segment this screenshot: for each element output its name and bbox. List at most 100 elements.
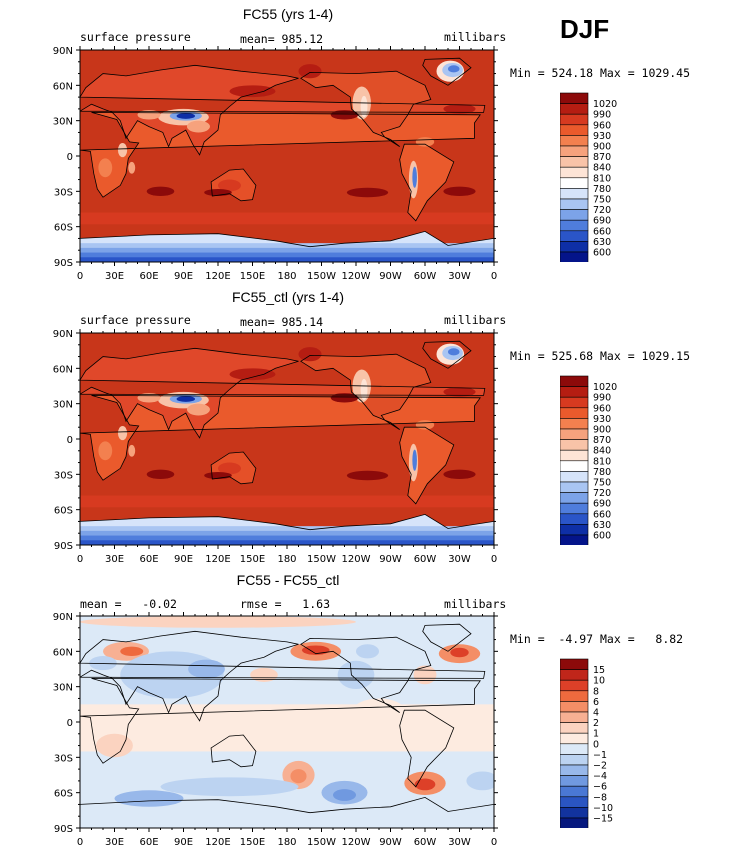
colorbar-label: 6 (593, 697, 599, 708)
lon-tick-label: 90W (379, 554, 402, 565)
colorbar-box (560, 135, 589, 147)
colorbar-box (560, 817, 589, 828)
colorbar-box (560, 219, 589, 232)
lat-tick-label: 0 (67, 435, 73, 446)
colorbar-label: 15 (593, 665, 605, 676)
s_america-coastline (399, 143, 455, 222)
colorbar-box (560, 701, 589, 713)
difference-contour (96, 733, 133, 758)
colorbar-box (560, 764, 589, 776)
difference-contour (80, 616, 356, 628)
colorbar-label: −8 (593, 792, 607, 803)
map-field (80, 333, 494, 545)
lat-tick-label: 60N (53, 364, 73, 375)
season-label: DJF (560, 14, 610, 44)
lat-tick-label: 30N (53, 683, 73, 694)
southern-ocean-band (80, 495, 494, 508)
panel-2-min-max-label: Min = 525.68 Max = 1029.15 (510, 349, 691, 363)
colorbar-label: 900 (593, 425, 611, 436)
map-field (80, 616, 494, 828)
lon-tick-label: 120W (342, 271, 371, 282)
difference-contour (188, 659, 225, 679)
colorbar-label: 750 (593, 195, 611, 206)
colorbar-box (560, 743, 589, 755)
colorbar-label: 990 (593, 110, 611, 121)
pressure-contour (146, 469, 175, 480)
map-field (80, 50, 494, 262)
lon-tick-label: 30W (448, 271, 471, 282)
n_america-coastline (300, 70, 432, 147)
antarctica-pressure-band (80, 535, 494, 545)
pressure-contour (443, 469, 476, 480)
panel-1-variable-label: surface pressure (80, 30, 191, 44)
lon-tick-label: 0 (77, 554, 83, 565)
colorbar-label: 750 (593, 478, 611, 489)
panel-1-title: FC55 (yrs 1-4) (242, 6, 334, 22)
lon-tick-label: 30W (448, 554, 471, 565)
colorbar-label: 780 (593, 467, 611, 478)
panel-3-title: FC55 - FC55_ctl (236, 572, 340, 588)
colorbar-label: −1 (593, 750, 607, 761)
colorbar-box (560, 177, 589, 189)
difference-contour (333, 789, 356, 801)
tropical-band (80, 704, 494, 752)
colorbar-box (560, 145, 589, 157)
antarctica-coastline (80, 796, 494, 828)
lat-tick-label: 90N (53, 46, 73, 57)
pressure-contour (117, 143, 128, 158)
colorbar-box (560, 251, 589, 262)
colorbar-box (560, 230, 589, 242)
colorbar-box (560, 754, 589, 766)
colorbar-box (560, 513, 589, 525)
panel-2-map: 90N 60N 30N 0 30S 60S 90S 0 30E 60E 90E 120E 150E 180… (53, 329, 498, 565)
panel-3-map: 90N 60N 30N 0 30S 60S 90S 0 30E 60E 90E 120E 150E 180… (53, 612, 498, 848)
lon-tick-label: 0 (491, 271, 497, 282)
pressure-contour (443, 387, 476, 397)
lat-tick-label: 90N (53, 612, 73, 623)
lat-tick-label: 90S (54, 541, 73, 552)
lon-tick-label: 30E (105, 271, 124, 282)
pressure-contour (218, 462, 241, 475)
lon-tick-label: 150W (307, 271, 336, 282)
colorbar-box (560, 198, 589, 210)
pressure-contour (128, 161, 136, 174)
lon-tick-label: 150E (240, 271, 265, 282)
difference-contour (337, 660, 375, 690)
lon-tick-label: 30E (105, 837, 124, 848)
lon-tick-label: 60E (139, 554, 158, 565)
difference-contour (160, 777, 299, 797)
australia-coastline (210, 451, 257, 485)
colorbar-box (560, 428, 589, 440)
lon-tick-label: 150E (240, 554, 265, 565)
pressure-contour (412, 166, 417, 188)
pressure-contour (146, 186, 175, 197)
lon-tick-label: 60W (414, 837, 437, 848)
colorbar-label: 720 (593, 205, 611, 216)
pressure-contour (412, 449, 417, 471)
lon-tick-label: 60W (414, 554, 437, 565)
n_america-coastline (300, 636, 432, 713)
lon-tick-label: 0 (77, 837, 83, 848)
pressure-contour (186, 120, 210, 133)
colorbar-label: 630 (593, 520, 611, 531)
colorbar-label: 4 (593, 708, 599, 719)
lon-tick-label: 150E (240, 837, 265, 848)
panel-3-units-label: millibars (444, 597, 507, 611)
pressure-contour (415, 420, 435, 430)
colorbar-label: 1 (593, 729, 599, 740)
lon-tick-label: 180 (277, 837, 296, 848)
colorbar-box (560, 396, 589, 409)
difference-contour (250, 667, 278, 682)
pressure-contour (229, 85, 276, 98)
panel-3-rmse-label: rmse = 1.63 (240, 597, 331, 611)
pressure-contour (346, 187, 389, 198)
pressure-contour (186, 403, 210, 416)
panel-1-colorbar: 1020990960930900870840810780750720690660… (560, 92, 617, 262)
colorbar-box (560, 471, 589, 483)
antarctica-coastline (80, 230, 494, 262)
colorbar-label: 780 (593, 184, 611, 195)
colorbar-label: 10 (593, 676, 605, 687)
colorbar-label: −15 (593, 814, 613, 825)
s_america-coastline (399, 426, 455, 505)
colorbar-label: −6 (593, 782, 607, 793)
